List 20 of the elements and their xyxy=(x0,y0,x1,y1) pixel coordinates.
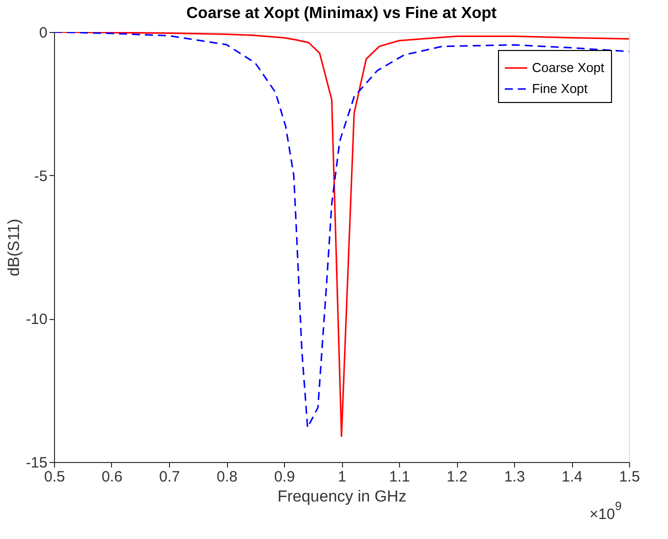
y-tick-label: -10 xyxy=(26,311,48,328)
x-tick-label: 1.2 xyxy=(446,468,468,486)
legend-label: Coarse Xopt xyxy=(532,60,605,75)
legend-label: Fine Xopt xyxy=(532,81,588,96)
x-tick-label: 0.8 xyxy=(216,468,238,486)
x-tick-label: 1 xyxy=(338,468,346,486)
y-tick-label: -15 xyxy=(26,454,48,472)
x-tick-label: 1.1 xyxy=(389,468,410,486)
y-tick-label: -5 xyxy=(34,168,48,185)
x-tick-label: 0.9 xyxy=(274,468,295,486)
x-tick-label: 0.5 xyxy=(44,468,65,486)
x-tick-label: 1.3 xyxy=(504,468,525,486)
y-axis-title: dB(S11) xyxy=(6,218,23,276)
x-tick-label: 1.4 xyxy=(562,468,582,486)
x-axis-title: Frequency in GHz xyxy=(278,488,406,506)
x-tick-label: 0.6 xyxy=(102,468,122,486)
y-tick-label: 0 xyxy=(39,24,48,42)
x-tick-label: 1.5 xyxy=(619,468,640,486)
chart-title: Coarse at Xopt (Minimax) vs Fine at Xopt xyxy=(186,5,498,22)
x-tick-label: 0.7 xyxy=(159,468,180,486)
